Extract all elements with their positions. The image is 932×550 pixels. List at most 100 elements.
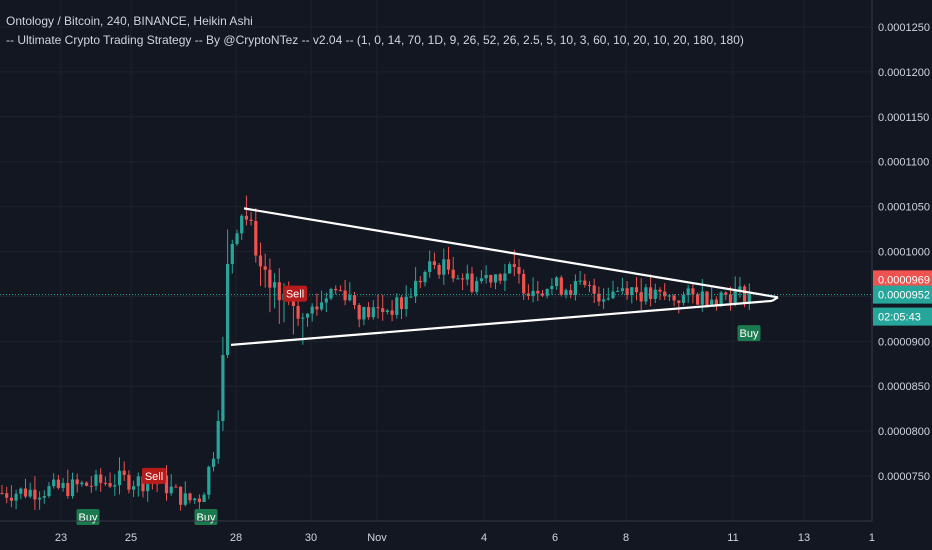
- candle-body: [428, 261, 432, 273]
- candle-body: [75, 479, 79, 485]
- candle-body: [193, 498, 197, 501]
- candle-body: [470, 273, 474, 292]
- x-tick-label: 23: [55, 532, 67, 544]
- x-tick-label: 6: [552, 532, 558, 544]
- candle-body: [141, 476, 145, 492]
- x-tick-label: 11: [727, 532, 738, 544]
- candle-body: [188, 493, 192, 501]
- candle-body: [179, 486, 183, 505]
- candle-body: [728, 294, 733, 304]
- last-price-box: [873, 285, 932, 304]
- countdown-box-label: 02:05:43: [878, 312, 921, 324]
- y-tick-label: 0.0000850: [878, 381, 930, 393]
- x-tick-label: Nov: [367, 532, 387, 544]
- y-tick-label: 0.0001100: [878, 157, 929, 169]
- x-tick-label: 25: [125, 532, 137, 544]
- candle-body: [606, 298, 610, 300]
- candle-body: [99, 474, 103, 483]
- candle-body: [14, 493, 18, 501]
- candle-body: [724, 292, 728, 295]
- candle-body: [418, 280, 422, 283]
- candle-body: [230, 243, 234, 264]
- candle-body: [743, 286, 747, 304]
- candle-body: [324, 298, 328, 303]
- high-price-box: [873, 270, 932, 289]
- candle-body: [414, 280, 418, 297]
- candle-body: [620, 288, 624, 291]
- candle-body: [592, 285, 596, 294]
- candle-body: [484, 274, 488, 279]
- candle-body: [52, 479, 56, 487]
- study-legend: -- Ultimate Crypto Trading Strategy -- B…: [6, 33, 744, 47]
- candle-body: [738, 286, 742, 291]
- candle-body: [305, 313, 310, 318]
- buy-signal[interactable]: Buy: [76, 509, 100, 525]
- candle-body: [719, 292, 723, 305]
- candle-body: [456, 278, 460, 280]
- candle-body: [244, 215, 248, 220]
- candle-body: [56, 479, 60, 488]
- candle-body: [747, 294, 751, 304]
- candle-body: [85, 482, 89, 486]
- buy-signal[interactable]: Buy: [737, 325, 761, 342]
- candle-body: [235, 233, 239, 244]
- candle-body: [479, 278, 483, 282]
- time-axis[interactable]: 23 25 28 30 Nov 4 6 8 11 13 1: [55, 532, 875, 544]
- candle-body: [381, 308, 385, 313]
- candle-body: [348, 295, 352, 301]
- candle-body: [334, 288, 338, 291]
- candle-layer: [0, 195, 751, 511]
- y-tick-label: 0.0000800: [878, 426, 930, 438]
- candle-body: [545, 289, 549, 296]
- candle-body: [409, 296, 413, 298]
- candle-body: [122, 470, 126, 475]
- signal-label: Sell: [286, 289, 304, 301]
- x-tick-label: 4: [481, 532, 487, 544]
- candle-body: [555, 277, 559, 286]
- candle-body: [493, 274, 498, 283]
- candle-body: [103, 482, 107, 484]
- y-tick-label: 0.0001050: [878, 202, 930, 214]
- candle-body: [639, 292, 643, 302]
- candle-body: [216, 421, 220, 459]
- sell-signal[interactable]: Sell: [142, 467, 166, 484]
- signal-label: Buy: [740, 328, 759, 340]
- trendline-upper[interactable]: [243, 207, 779, 299]
- candle-body: [376, 307, 380, 309]
- buy-signal[interactable]: Buy: [194, 509, 218, 525]
- candle-body: [338, 290, 342, 292]
- price-axis[interactable]: 0.0001250 0.0001200 0.0001150 0.0001100 0.00…: [878, 22, 930, 483]
- x-tick-label: 28: [230, 532, 242, 544]
- candle-body: [442, 259, 446, 275]
- candle-body: [705, 291, 709, 306]
- candle-body: [94, 474, 98, 486]
- candle-body: [320, 302, 324, 310]
- candle-body: [677, 300, 681, 303]
- candle-body: [183, 493, 187, 505]
- signal-label: Buy: [79, 512, 98, 524]
- signal-badge: [283, 285, 307, 302]
- candle-body: [559, 277, 563, 295]
- candle-body: [616, 290, 620, 292]
- candle-body: [70, 479, 75, 497]
- candle-body: [465, 273, 469, 280]
- candle-body: [522, 273, 526, 294]
- candle-body: [197, 498, 201, 503]
- candle-body: [672, 295, 676, 301]
- candle-body: [127, 474, 131, 490]
- candle-body: [61, 483, 65, 488]
- x-tick-label: 13: [798, 532, 810, 544]
- candle-body: [19, 488, 23, 494]
- candle-body: [268, 269, 272, 288]
- sell-signal[interactable]: Sell: [283, 285, 307, 302]
- candle-body: [653, 289, 657, 299]
- candle-body: [423, 272, 427, 283]
- candle-body: [395, 297, 399, 315]
- candle-body: [475, 281, 479, 292]
- y-tick-label: 0.0001250: [878, 22, 930, 34]
- candle-body: [362, 306, 366, 320]
- countdown-box: [873, 307, 932, 326]
- trendline-lower[interactable]: [230, 299, 773, 346]
